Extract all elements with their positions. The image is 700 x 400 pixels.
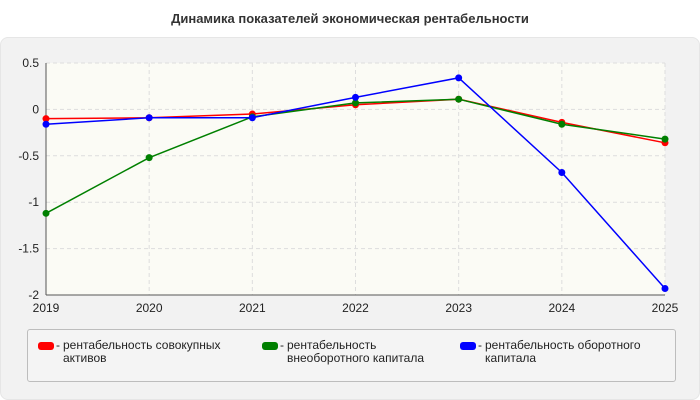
axes	[45, 63, 665, 296]
series-1	[42, 95, 669, 217]
data-point	[42, 209, 50, 217]
x-tick-label: 2021	[239, 301, 266, 315]
y-tick-label: 0.5	[22, 56, 39, 70]
x-tick-label: 2024	[548, 301, 575, 315]
y-tick-label: -2	[28, 288, 39, 302]
data-point	[352, 99, 359, 107]
data-point	[145, 114, 153, 122]
data-point	[558, 120, 566, 128]
y-tick-label: -1	[28, 195, 39, 209]
series-layer	[42, 74, 669, 293]
legend-swatch-blue	[460, 342, 476, 350]
legend-item-total-assets[interactable]: - рентабельность совокупных активов	[38, 339, 221, 365]
legend: - рентабельность совокупных активов - ре…	[27, 329, 676, 382]
data-point	[145, 154, 153, 162]
data-point	[661, 135, 669, 143]
y-tick-label: -0.5	[18, 149, 39, 163]
x-tick-label: 2020	[136, 301, 163, 315]
x-tick-label: 2019	[33, 301, 60, 315]
legend-dash: -	[478, 338, 482, 352]
legend-label-line1: рентабельность совокупных	[63, 338, 221, 352]
data-point	[42, 120, 50, 128]
legend-dash: -	[56, 338, 60, 352]
legend-text: рентабельность внеоборотного капитала	[287, 339, 424, 365]
legend-swatch-red	[38, 342, 54, 350]
x-tick-label: 2025	[652, 301, 679, 315]
legend-dash: -	[280, 338, 284, 352]
legend-label-line2: внеоборотного капитала	[287, 351, 424, 365]
legend-label-line2: капитала	[485, 351, 537, 365]
data-point	[558, 169, 566, 177]
grid	[45, 62, 666, 296]
legend-label-line1: рентабельность	[287, 338, 377, 352]
y-tick-label: -1.5	[18, 242, 39, 256]
y-tick-label: 0	[32, 102, 39, 116]
legend-item-working-capital[interactable]: - рентабельность оборотного капитала	[460, 339, 641, 365]
legend-text: рентабельность оборотного капитала	[485, 339, 641, 365]
data-point	[248, 114, 256, 122]
data-point	[455, 95, 463, 103]
series-2	[42, 74, 669, 293]
x-tick-label: 2023	[445, 301, 472, 315]
legend-text: рентабельность совокупных активов	[63, 339, 221, 365]
data-point	[455, 74, 463, 82]
x-tick-label: 2022	[342, 301, 369, 315]
data-point	[42, 115, 50, 123]
legend-swatch-green	[262, 342, 278, 350]
legend-label-line1: рентабельность оборотного	[485, 338, 641, 352]
data-point	[352, 93, 359, 101]
legend-label-line2: активов	[63, 351, 107, 365]
chart-title: Динамика показателей экономическая рента…	[171, 11, 529, 26]
data-point	[661, 285, 669, 293]
legend-item-noncurrent-capital[interactable]: - рентабельность внеоборотного капитала	[262, 339, 424, 365]
